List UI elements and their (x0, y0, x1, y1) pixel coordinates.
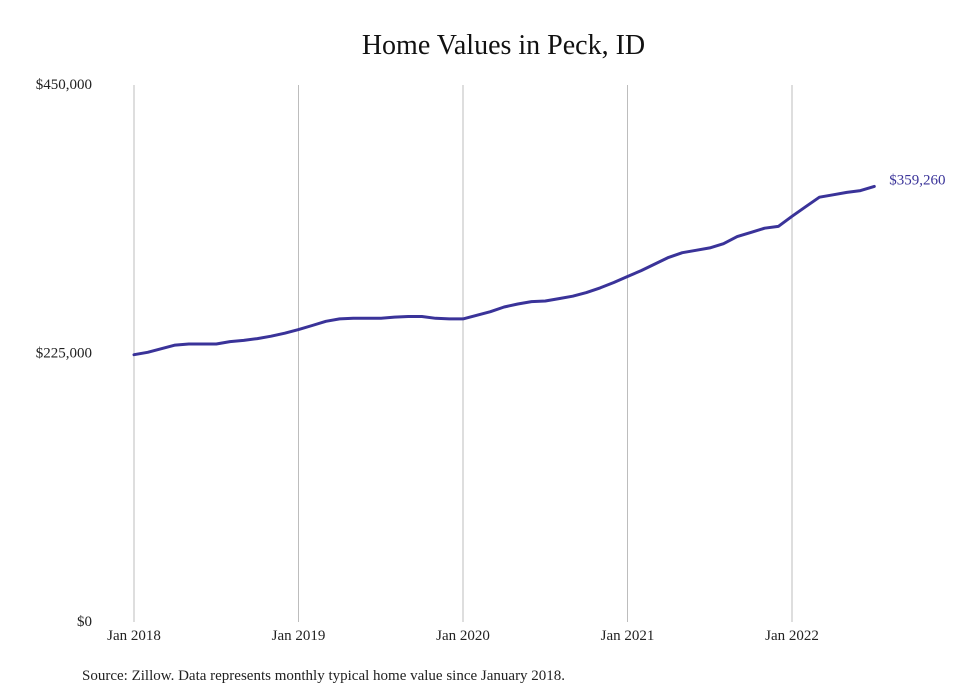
x-tick-label: Jan 2020 (436, 628, 490, 644)
end-label-group: $359,260 (889, 172, 945, 188)
x-tick-label: Jan 2021 (601, 628, 655, 644)
y-tick-label: $225,000 (36, 346, 92, 362)
series-line (132, 184, 876, 357)
chart-title: Home Values in Peck, ID (361, 30, 646, 61)
y-axis-ticks: $0 $225,000 $450,000 (36, 77, 92, 630)
x-axis-ticks: Jan 2018 Jan 2019 Jan 2020 Jan 2021 Jan 2022 (107, 628, 819, 644)
vertical-gridlines (133, 85, 793, 622)
source-note: Source: Zillow. Data represents monthly … (82, 668, 566, 684)
x-tick-label: Jan 2019 (272, 628, 326, 644)
x-tick-label: Jan 2022 (765, 628, 819, 644)
y-tick-label: $450,000 (36, 77, 92, 93)
y-tick-label: $0 (77, 614, 92, 630)
series-line-group (132, 184, 876, 357)
x-tick-label: Jan 2018 (107, 628, 161, 644)
end-value-label: $359,260 (889, 172, 945, 188)
